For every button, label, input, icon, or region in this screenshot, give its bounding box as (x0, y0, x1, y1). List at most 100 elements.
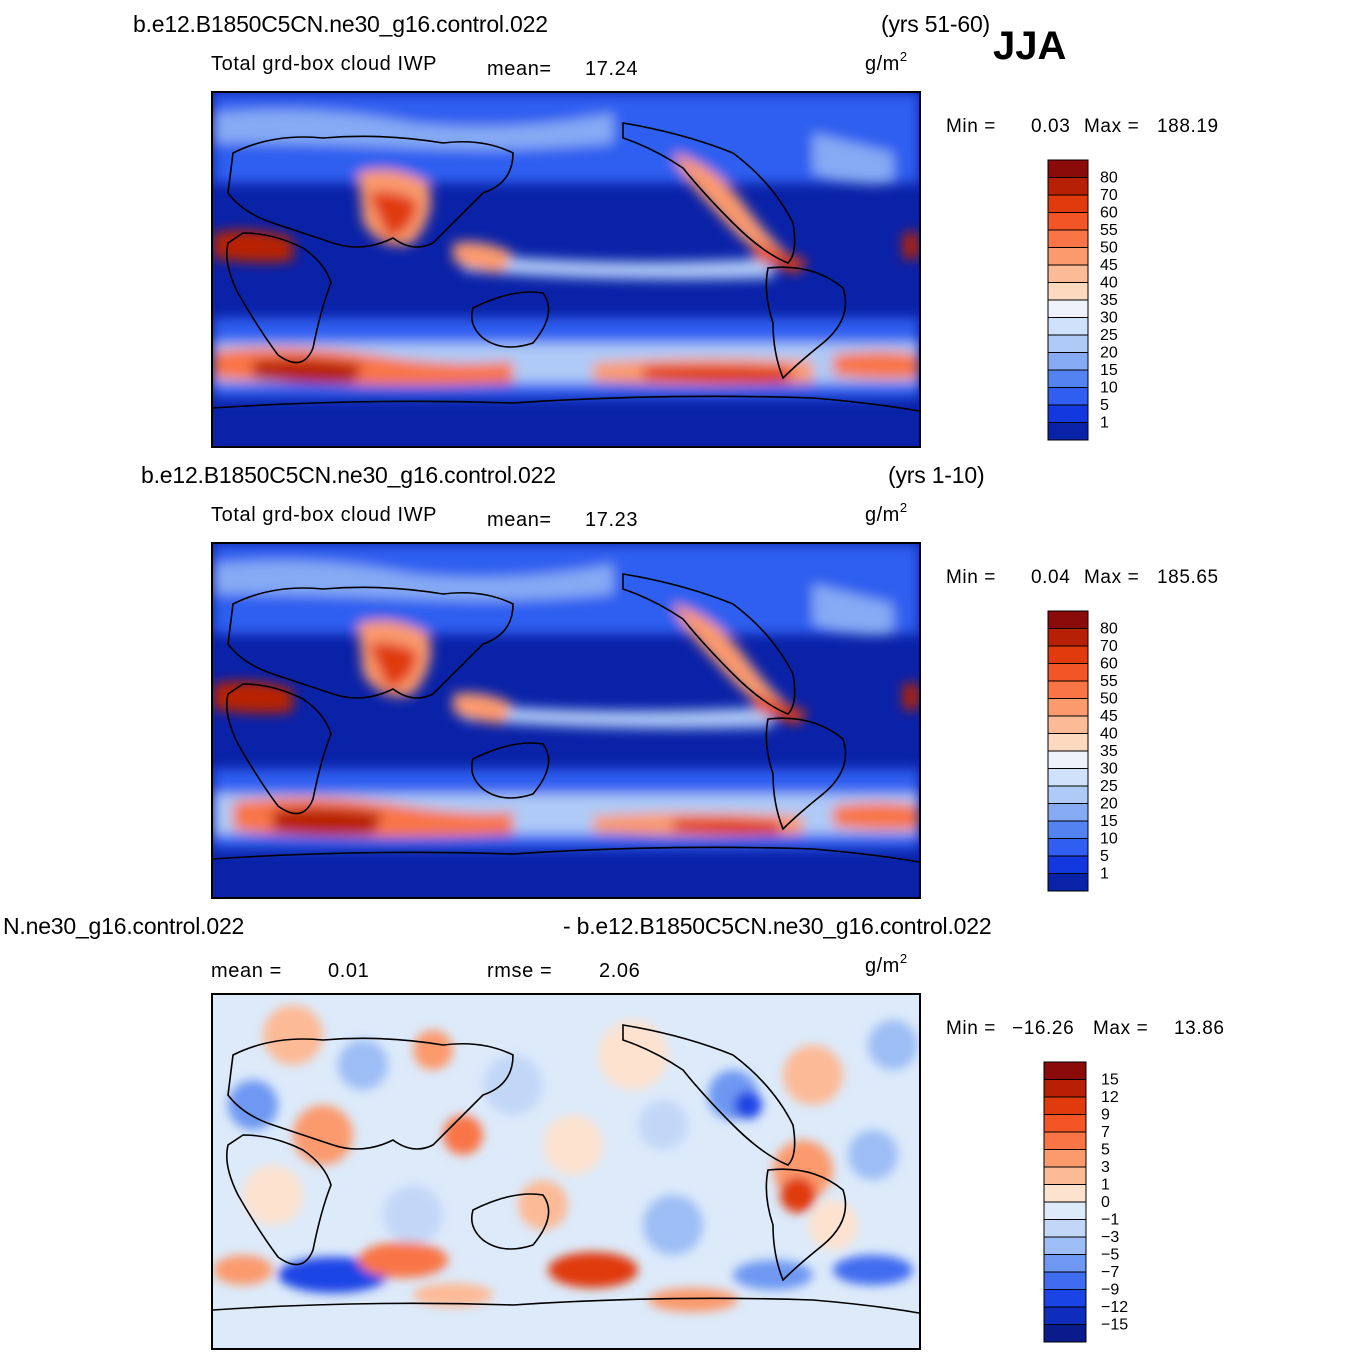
panel1-min-value: 0.03 (1031, 116, 1071, 137)
colorbar-swatch (1047, 159, 1089, 178)
colorbar-swatch (1047, 352, 1089, 371)
colorbar-tick-label: 70 (1100, 638, 1118, 655)
colorbar-swatch (1047, 698, 1089, 717)
colorbar-tick-label: 80 (1100, 621, 1118, 638)
panel2-mean-label: mean= (487, 509, 552, 531)
panel2-years: (yrs 1-10) (888, 462, 985, 488)
colorbar-swatch (1043, 1236, 1087, 1255)
panel2-case-title: b.e12.B1850C5CN.ne30_g16.control.022 (141, 462, 556, 488)
colorbar-tick-label: 7 (1101, 1124, 1110, 1141)
colorbar-tick-label: −7 (1101, 1264, 1119, 1281)
colorbar-swatch (1047, 282, 1089, 301)
colorbar-swatch (1047, 247, 1089, 266)
panel1-units: g/m2 (865, 49, 908, 75)
panel3-case-left: N.ne30_g16.control.022 (3, 913, 245, 939)
colorbar-swatch (1047, 820, 1089, 839)
colorbar-swatch (1043, 1184, 1087, 1203)
colorbar-tick-label: −15 (1101, 1317, 1128, 1334)
colorbar-tick-label: 20 (1100, 796, 1118, 813)
panel3-min-value: −16.26 (1012, 1018, 1075, 1039)
colorbar-swatch (1043, 1271, 1087, 1290)
panel2-max-label: Max = (1084, 567, 1140, 588)
panel2-mean-value: 17.23 (585, 509, 639, 531)
colorbar-swatch (1047, 194, 1089, 213)
colorbar-tick-label: 0 (1101, 1194, 1110, 1211)
colorbar-swatch (1043, 1254, 1087, 1273)
panel1-colorbar: 80 70 60 55 50 45 40 35 30 25 20 15 10 5 1 (1047, 159, 1137, 443)
colorbar-swatch (1047, 628, 1089, 647)
colorbar-swatch (1043, 1306, 1087, 1325)
panel1-mean-value: 17.24 (585, 58, 639, 80)
colorbar-swatch (1043, 1219, 1087, 1238)
panel1-years: (yrs 51-60) (881, 11, 990, 37)
colorbar-tick-label: 1 (1101, 1177, 1110, 1194)
colorbar-tick-label: 20 (1100, 345, 1118, 362)
colorbar-swatch (1043, 1166, 1087, 1185)
colorbar-tick-label: 60 (1100, 656, 1118, 673)
colorbar-tick-label: −1 (1101, 1212, 1119, 1229)
colorbar-swatch (1043, 1324, 1087, 1343)
colorbar-swatch (1047, 404, 1089, 423)
panel1-variable: Total grd-box cloud IWP (211, 53, 438, 75)
colorbar-tick-label: 80 (1100, 170, 1118, 187)
colorbar-tick-label: 5 (1100, 848, 1109, 865)
season-label: JJA (993, 24, 1067, 68)
colorbar-swatch (1047, 855, 1089, 874)
panel1-min-label: Min = (946, 116, 996, 137)
panel2-variable: Total grd-box cloud IWP (211, 504, 438, 526)
colorbar-swatch (1047, 264, 1089, 283)
panel3-max-value: 13.86 (1174, 1018, 1225, 1039)
panel1-max-label: Max = (1084, 116, 1140, 137)
colorbar-swatch (1047, 785, 1089, 804)
colorbar-tick-label: −3 (1101, 1229, 1119, 1246)
colorbar-swatch (1047, 645, 1089, 664)
colorbar-swatch (1047, 663, 1089, 682)
colorbar-tick-label: 50 (1100, 691, 1118, 708)
colorbar-tick-label: 55 (1100, 222, 1118, 239)
colorbar-tick-label: 30 (1100, 761, 1118, 778)
colorbar-swatch (1047, 838, 1089, 857)
colorbar-tick-label: 15 (1100, 362, 1118, 379)
colorbar-tick-label: 45 (1100, 708, 1118, 725)
panel2-map (211, 542, 921, 899)
colorbar-swatch (1043, 1149, 1087, 1168)
colorbar-tick-label: 45 (1100, 257, 1118, 274)
colorbar-swatch (1043, 1131, 1087, 1150)
colorbar-tick-label: 3 (1101, 1159, 1110, 1176)
colorbar-tick-label: 1 (1100, 415, 1109, 432)
colorbar-swatch (1047, 610, 1089, 629)
panel2-min-label: Min = (946, 567, 996, 588)
colorbar-tick-label: 5 (1100, 397, 1109, 414)
colorbar-swatch (1043, 1096, 1087, 1115)
colorbar-tick-label: 25 (1100, 778, 1118, 795)
panel2-max-value: 185.65 (1157, 567, 1219, 588)
colorbar-swatch (1043, 1079, 1087, 1098)
colorbar-tick-label: 12 (1101, 1089, 1119, 1106)
colorbar-swatch (1047, 317, 1089, 336)
colorbar-swatch (1047, 229, 1089, 248)
colorbar-tick-label: 70 (1100, 187, 1118, 204)
colorbar-tick-label: 25 (1100, 327, 1118, 344)
colorbar-tick-label: 15 (1101, 1072, 1119, 1089)
colorbar-tick-label: 55 (1100, 673, 1118, 690)
panel3-min-label: Min = (946, 1018, 996, 1039)
colorbar-tick-label: 40 (1100, 726, 1118, 743)
colorbar-swatch (1047, 873, 1089, 892)
colorbar-swatch (1047, 750, 1089, 769)
panel3-colorbar: 15 12 9 7 5 3 1 0 −1 −3 −5 −7 −9 −12 −15 (1043, 1061, 1143, 1345)
colorbar-tick-label: 5 (1101, 1142, 1110, 1159)
panel3-case-right: - b.e12.B1850C5CN.ne30_g16.control.022 (563, 913, 992, 939)
colorbar-swatch (1047, 422, 1089, 441)
colorbar-swatch (1047, 177, 1089, 196)
panel2-colorbar: 80 70 60 55 50 45 40 35 30 25 20 15 10 5 1 (1047, 610, 1137, 894)
colorbar-tick-label: −12 (1101, 1299, 1128, 1316)
panel3-rmse-value: 2.06 (599, 960, 641, 982)
colorbar-swatch (1047, 299, 1089, 318)
colorbar-tick-label: −5 (1101, 1247, 1119, 1264)
colorbar-tick-label: −9 (1101, 1282, 1119, 1299)
colorbar-swatch (1043, 1201, 1087, 1220)
panel2-units: g/m2 (865, 500, 908, 526)
colorbar-swatch (1047, 715, 1089, 734)
colorbar-swatch (1047, 680, 1089, 699)
colorbar-swatch (1047, 803, 1089, 822)
